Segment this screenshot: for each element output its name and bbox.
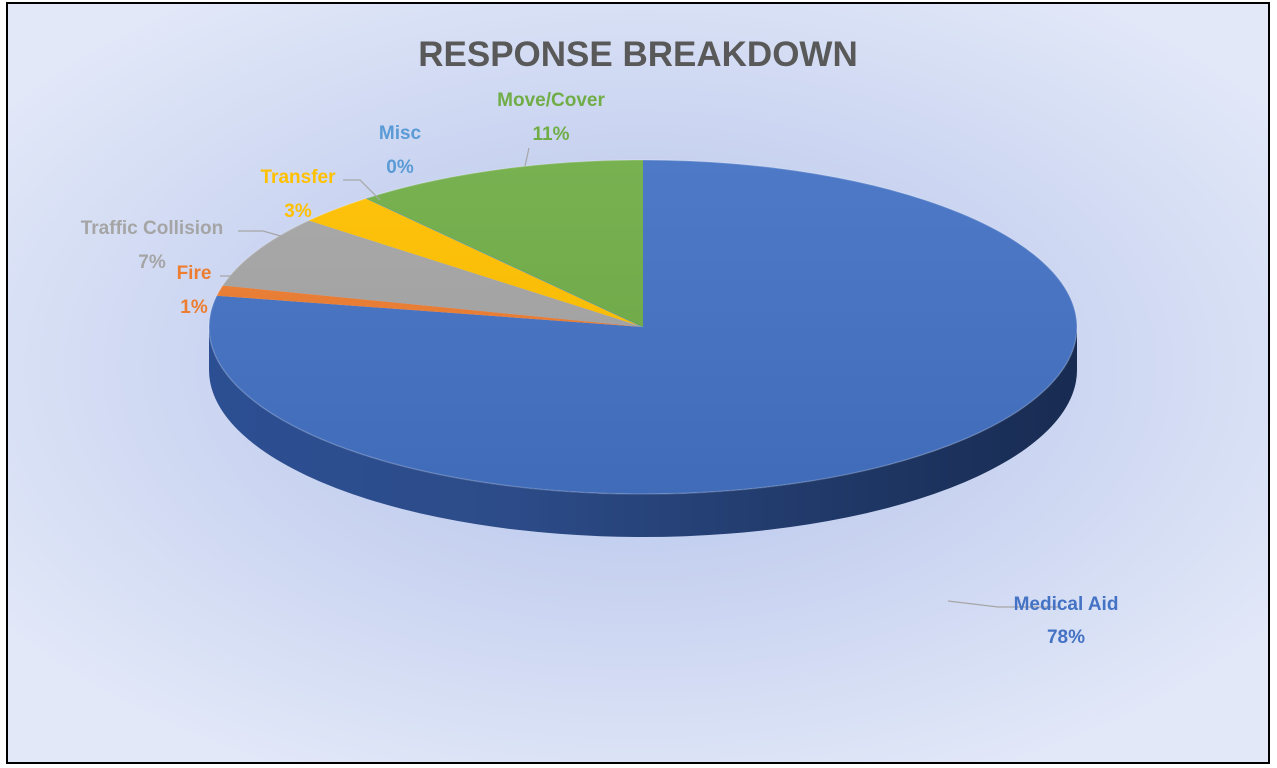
data-label-name-misc: Misc — [379, 123, 422, 144]
leader-line-move-cover — [524, 147, 530, 167]
data-label-name-move-cover: Move/Cover — [497, 90, 605, 111]
data-label-value-transfer: 3% — [284, 201, 312, 222]
data-label-value-move-cover: 11% — [533, 124, 570, 145]
leader-line-medical-aid — [947, 600, 1060, 608]
pie-top-rim — [208, 159, 1078, 495]
pie-side-layer — [209, 327, 1077, 537]
data-label-name-fire: Fire — [177, 263, 212, 284]
leader-line-fire — [220, 275, 247, 286]
data-label-name-medical-aid: Medical Aid — [1014, 594, 1119, 615]
pie-side-medical-aid — [209, 327, 1077, 537]
data-label-value-traffic-collision: 7% — [138, 252, 166, 273]
data-label-name-transfer: Transfer — [261, 167, 337, 188]
data-label-value-medical-aid: 78% — [1047, 627, 1085, 648]
pie-chart-svg: Medical Aid 78% Fire 1% Traffic Collision 7% T… — [81, 35, 1119, 648]
data-label-value-fire: 1% — [180, 297, 208, 318]
pie-top-layer — [208, 159, 1078, 495]
data-label-value-misc: 0% — [386, 157, 414, 178]
chart-title: RESPONSE BREAKDOWN — [418, 35, 857, 74]
data-label-name-traffic-collision: Traffic Collision — [81, 218, 224, 239]
leader-lines — [220, 147, 1060, 608]
chart-area: Medical Aid 78% Fire 1% Traffic Collision 7% T… — [6, 2, 1270, 764]
leader-line-transfer — [343, 179, 381, 201]
leader-line-traffic-collision — [238, 230, 296, 241]
data-labels: Medical Aid 78% Fire 1% Traffic Collision 7% T… — [81, 90, 1119, 648]
